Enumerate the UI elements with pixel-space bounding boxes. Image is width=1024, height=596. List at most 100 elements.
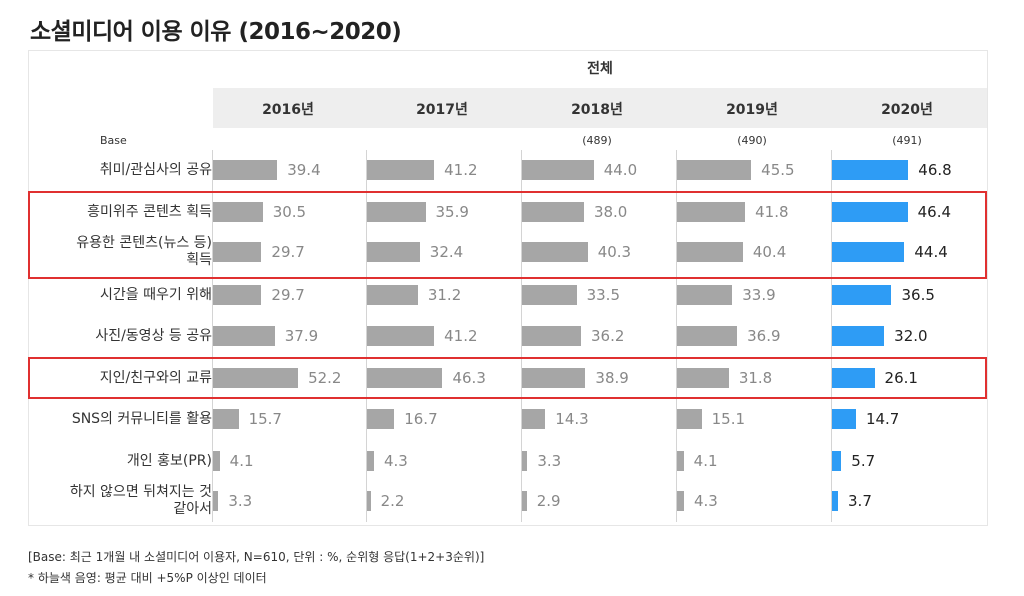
bar-3-0 bbox=[677, 160, 752, 180]
base-count-3: (490) bbox=[737, 134, 767, 147]
column-separator-2 bbox=[521, 150, 522, 522]
bar-2-5 bbox=[522, 368, 586, 388]
highlight-box-1 bbox=[28, 357, 987, 399]
value-label-1-5: 46.3 bbox=[452, 369, 486, 387]
value-label-4-6: 14.7 bbox=[865, 410, 900, 428]
value-label-1-1: 35.9 bbox=[435, 203, 469, 221]
value-label-0-6: 15.7 bbox=[248, 410, 282, 428]
value-label-2-5: 38.9 bbox=[595, 369, 629, 387]
value-label-2-1: 38.0 bbox=[593, 203, 628, 221]
value-label-3-5: 31.8 bbox=[738, 369, 773, 387]
value-label-0-5: 52.2 bbox=[308, 369, 342, 387]
year-label-2: 2018년 bbox=[571, 102, 623, 118]
year-header-band bbox=[213, 88, 987, 128]
chart-frame bbox=[28, 50, 988, 526]
bar-0-4 bbox=[213, 326, 275, 346]
value-label-0-7: 4.1 bbox=[229, 452, 254, 470]
value-label-2-7: 3.3 bbox=[537, 452, 562, 470]
bar-3-2 bbox=[677, 242, 743, 262]
column-separator-1 bbox=[366, 150, 367, 522]
value-label-3-8: 4.3 bbox=[694, 492, 718, 510]
bar-0-5 bbox=[213, 368, 299, 388]
bar-3-1 bbox=[677, 202, 746, 222]
value-label-4-7: 5.7 bbox=[851, 452, 876, 470]
bar-4-8 bbox=[832, 491, 839, 511]
value-label-4-8: 3.7 bbox=[848, 492, 872, 510]
base-label: Base bbox=[100, 134, 127, 147]
bar-4-3 bbox=[832, 285, 892, 305]
bar-4-7 bbox=[832, 451, 842, 471]
bar-4-0 bbox=[832, 160, 909, 180]
bar-4-6 bbox=[832, 409, 856, 429]
value-label-1-2: 32.4 bbox=[429, 243, 464, 261]
row-label-7: 개인 홍보(PR) bbox=[126, 452, 212, 469]
bar-0-8 bbox=[213, 491, 219, 511]
bar-0-7 bbox=[213, 451, 220, 471]
year-label-3: 2019년 bbox=[726, 102, 778, 118]
bar-2-2 bbox=[522, 242, 588, 262]
value-label-1-6: 16.7 bbox=[404, 410, 438, 428]
highlight-box-0 bbox=[28, 191, 987, 279]
value-label-1-3: 31.2 bbox=[427, 286, 462, 304]
bar-0-0 bbox=[213, 160, 278, 180]
bar-4-1 bbox=[832, 202, 908, 222]
value-label-2-8: 2.9 bbox=[536, 492, 561, 510]
value-label-2-0: 44.0 bbox=[603, 161, 638, 179]
value-label-3-4: 36.9 bbox=[747, 327, 781, 345]
bar-1-5 bbox=[367, 368, 443, 388]
bar-4-4 bbox=[832, 326, 885, 346]
value-label-3-6: 15.1 bbox=[711, 410, 746, 428]
value-label-4-0: 46.8 bbox=[918, 161, 952, 179]
bar-2-8 bbox=[522, 491, 527, 511]
row-label-5: 지인/친구와의 교류 bbox=[99, 369, 212, 386]
bar-2-4 bbox=[522, 326, 581, 346]
row-label-3: 시간을 때우기 위해 bbox=[100, 286, 212, 303]
bar-1-4 bbox=[367, 326, 435, 346]
bar-2-0 bbox=[522, 160, 594, 180]
row-label-6: SNS의 커뮤니티를 활용 bbox=[71, 410, 212, 427]
bar-4-5 bbox=[832, 368, 875, 388]
value-label-0-4: 37.9 bbox=[284, 327, 319, 345]
footnote-base: [Base: 최근 1개월 내 소셜미디어 이용자, N=610, 단위 : %… bbox=[28, 550, 485, 564]
value-label-4-2: 44.4 bbox=[914, 243, 948, 261]
value-label-4-5: 26.1 bbox=[884, 369, 918, 387]
group-header: 전체 bbox=[587, 61, 613, 77]
year-label-4: 2020년 bbox=[881, 102, 933, 118]
value-label-0-1: 30.5 bbox=[272, 203, 307, 221]
bar-3-7 bbox=[677, 451, 684, 471]
base-count-2: (489) bbox=[582, 134, 612, 147]
value-label-2-6: 14.3 bbox=[555, 410, 589, 428]
bar-0-3 bbox=[213, 285, 262, 305]
bar-2-6 bbox=[522, 409, 546, 429]
bar-2-3 bbox=[522, 285, 577, 305]
bar-3-5 bbox=[677, 368, 729, 388]
bar-1-0 bbox=[367, 160, 435, 180]
value-label-1-8: 2.2 bbox=[380, 492, 405, 510]
row-label-1: 흥미위주 콘텐츠 획득 bbox=[87, 203, 212, 220]
bar-0-6 bbox=[213, 409, 239, 429]
row-label-8: 하지 않으면 뒤쳐지는 것 같아서 bbox=[69, 484, 212, 517]
bar-3-8 bbox=[677, 491, 684, 511]
value-label-3-3: 33.9 bbox=[742, 286, 776, 304]
value-label-3-7: 4.1 bbox=[693, 452, 718, 470]
column-separator-4 bbox=[831, 150, 832, 522]
bar-2-1 bbox=[522, 202, 584, 222]
base-count-4: (491) bbox=[892, 134, 922, 147]
value-label-4-4: 32.0 bbox=[894, 327, 928, 345]
value-label-4-1: 46.4 bbox=[917, 203, 952, 221]
row-label-2: 유용한 콘텐츠(뉴스 등) 획득 bbox=[76, 235, 212, 268]
row-label-4: 사진/동영상 등 공유 bbox=[95, 327, 212, 344]
bar-1-3 bbox=[367, 285, 418, 305]
bar-3-6 bbox=[677, 409, 702, 429]
value-label-0-2: 29.7 bbox=[271, 243, 305, 261]
bar-4-2 bbox=[832, 242, 905, 262]
value-label-0-0: 39.4 bbox=[287, 161, 321, 179]
value-label-1-7: 4.3 bbox=[384, 452, 408, 470]
value-label-2-4: 36.2 bbox=[591, 327, 625, 345]
bar-1-7 bbox=[367, 451, 374, 471]
value-label-1-4: 41.2 bbox=[444, 327, 478, 345]
value-label-1-0: 41.2 bbox=[444, 161, 478, 179]
value-label-3-1: 41.8 bbox=[755, 203, 789, 221]
value-label-2-3: 33.5 bbox=[586, 286, 620, 304]
value-label-0-8: 3.3 bbox=[228, 492, 253, 510]
